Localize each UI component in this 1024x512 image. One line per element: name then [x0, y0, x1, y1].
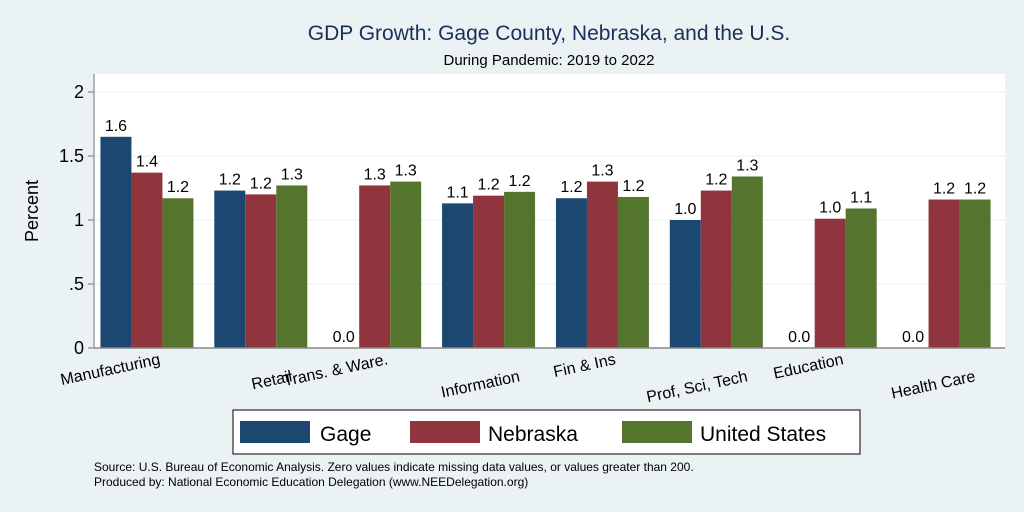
y-tick-label: 2 — [74, 82, 84, 102]
data-label: 0.0 — [788, 329, 810, 346]
data-label: 1.2 — [933, 181, 955, 198]
category-label: Trans. & Ware. — [282, 351, 390, 390]
bar-nebraska — [473, 195, 505, 348]
bar-united-states — [390, 181, 422, 348]
legend-label-united-states: United States — [700, 423, 826, 446]
source-note: Source: U.S. Bureau of Economic Analysis… — [94, 460, 694, 474]
data-label: 1.2 — [705, 172, 727, 189]
data-label: 1.1 — [446, 184, 468, 201]
data-label: 1.2 — [167, 179, 189, 196]
data-label: 1.3 — [281, 166, 303, 183]
y-tick-label: 0 — [74, 338, 84, 358]
bars — [100, 136, 991, 348]
legend-label-nebraska: Nebraska — [488, 423, 578, 446]
chart-title: GDP Growth: Gage County, Nebraska, and t… — [308, 22, 790, 45]
data-label: 0.0 — [902, 329, 924, 346]
bar-nebraska — [586, 181, 618, 348]
data-label: 1.2 — [964, 181, 986, 198]
bar-united-states — [162, 198, 194, 348]
data-label: 1.3 — [736, 157, 758, 174]
bar-gage — [669, 220, 701, 348]
data-label: 1.0 — [819, 200, 841, 217]
data-label: 1.2 — [622, 178, 644, 195]
data-label: 1.4 — [136, 154, 158, 171]
bar-nebraska — [359, 185, 391, 348]
category-label: Information — [440, 368, 522, 401]
y-tick-label: 1 — [74, 210, 84, 230]
bar-nebraska — [131, 172, 163, 348]
legend: Gage Nebraska United States — [232, 409, 861, 455]
bar-gage — [100, 136, 132, 348]
y-axis-label: Percent — [22, 180, 42, 242]
legend-swatch-gage — [240, 421, 310, 443]
data-label: 1.2 — [219, 172, 241, 189]
bar-nebraska — [928, 199, 960, 348]
bar-gage — [214, 190, 246, 348]
data-label: 1.2 — [477, 177, 499, 194]
bar-gage — [555, 198, 587, 348]
data-label: 1.2 — [508, 173, 530, 190]
legend-label-gage: Gage — [320, 423, 371, 446]
data-label: 0.0 — [333, 329, 355, 346]
category-label: Health Care — [890, 368, 977, 402]
data-label: 1.3 — [364, 166, 386, 183]
data-label: 1.6 — [105, 118, 127, 135]
data-labels: 1.6 1.4 1.2 1.2 1.2 1.3 0.0 1.3 1.3 1.1 1.2 1.2 1.2 1… — [105, 118, 986, 346]
bar-united-states — [504, 191, 536, 348]
bar-united-states — [731, 176, 763, 348]
data-label: 1.2 — [560, 179, 582, 196]
produced-by-note: Produced by: National Economic Education… — [94, 475, 528, 489]
category-label: Prof, Sci, Tech — [645, 368, 749, 406]
bar-nebraska — [814, 218, 846, 348]
data-label: 1.3 — [591, 163, 613, 180]
bar-gage — [442, 203, 474, 348]
data-label: 1.3 — [395, 163, 417, 180]
data-label: 1.0 — [674, 201, 696, 218]
bar-united-states — [845, 208, 877, 348]
category-label: Education — [772, 351, 845, 382]
y-tick-label: .5 — [69, 274, 84, 294]
bar-united-states — [959, 199, 991, 348]
y-tick-label: 1.5 — [59, 146, 84, 166]
bar-united-states — [276, 185, 308, 348]
bar-nebraska — [245, 194, 277, 348]
bar-united-states — [617, 196, 649, 348]
data-label: 1.2 — [250, 175, 272, 192]
legend-swatch-united-states — [622, 421, 692, 443]
bar-nebraska — [700, 190, 732, 348]
y-axis-ticks: 0 .5 1 1.5 2 — [59, 82, 94, 358]
legend-swatch-nebraska — [410, 421, 480, 443]
category-label: Fin & Ins — [552, 351, 617, 381]
chart-subtitle: During Pandemic: 2019 to 2022 — [444, 52, 655, 69]
data-label: 1.1 — [850, 189, 872, 206]
